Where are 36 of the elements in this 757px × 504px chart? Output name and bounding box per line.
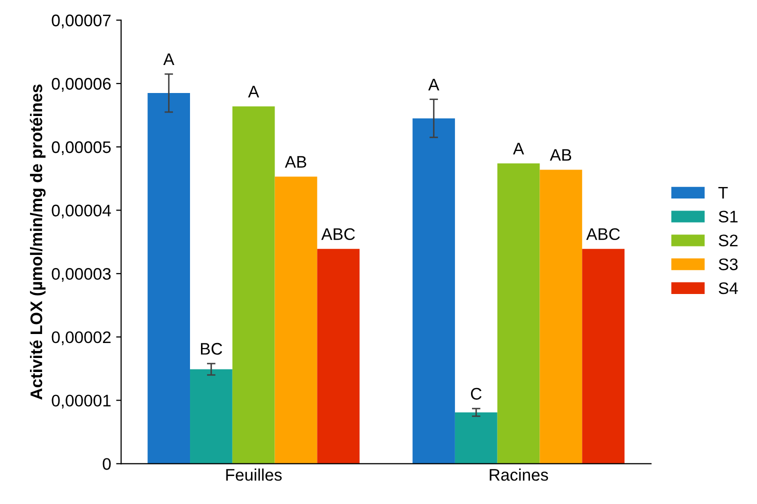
bar [148,93,190,464]
legend-label: T [718,187,728,198]
data-label: A [513,142,524,154]
data-label: A [428,78,440,90]
data-label: AB [284,156,306,168]
y-tick-label: 0,00005 [52,141,111,156]
y-tick-label: 0,00006 [52,78,111,92]
legend-label: S4 [718,282,738,294]
bar [582,248,625,464]
bar [540,170,582,464]
y-tick-label: 0,00002 [52,331,111,346]
data-label: A [248,86,260,98]
data-label: ABC [321,228,355,240]
data-label: C [470,388,482,400]
legend-label: S1 [718,210,738,223]
data-label: A [163,54,174,65]
y-tick-label: 0,00004 [52,204,111,218]
data-label: ABC [586,228,620,240]
bar [454,412,498,464]
y-tick-label: 0,00003 [52,268,111,282]
y-tick-label: 0,00001 [52,394,111,408]
data-label: BC [200,342,222,355]
bar [232,106,275,464]
bar [274,176,318,464]
bar [497,163,540,464]
x-tick-label: Feuilles [226,468,282,481]
legend-label: S3 [718,258,738,270]
legend-label: S2 [718,234,738,246]
data-label: AB [550,149,572,161]
y-tick-label: 0,00007 [52,14,111,28]
bar [317,248,360,464]
y-tick-label: 0 [102,458,111,470]
x-tick-label: Racines [490,468,548,481]
bar [412,118,455,464]
y-axis-title: Activité LOX (µmol/min/mg de protéines [30,84,46,400]
bar [190,369,232,464]
